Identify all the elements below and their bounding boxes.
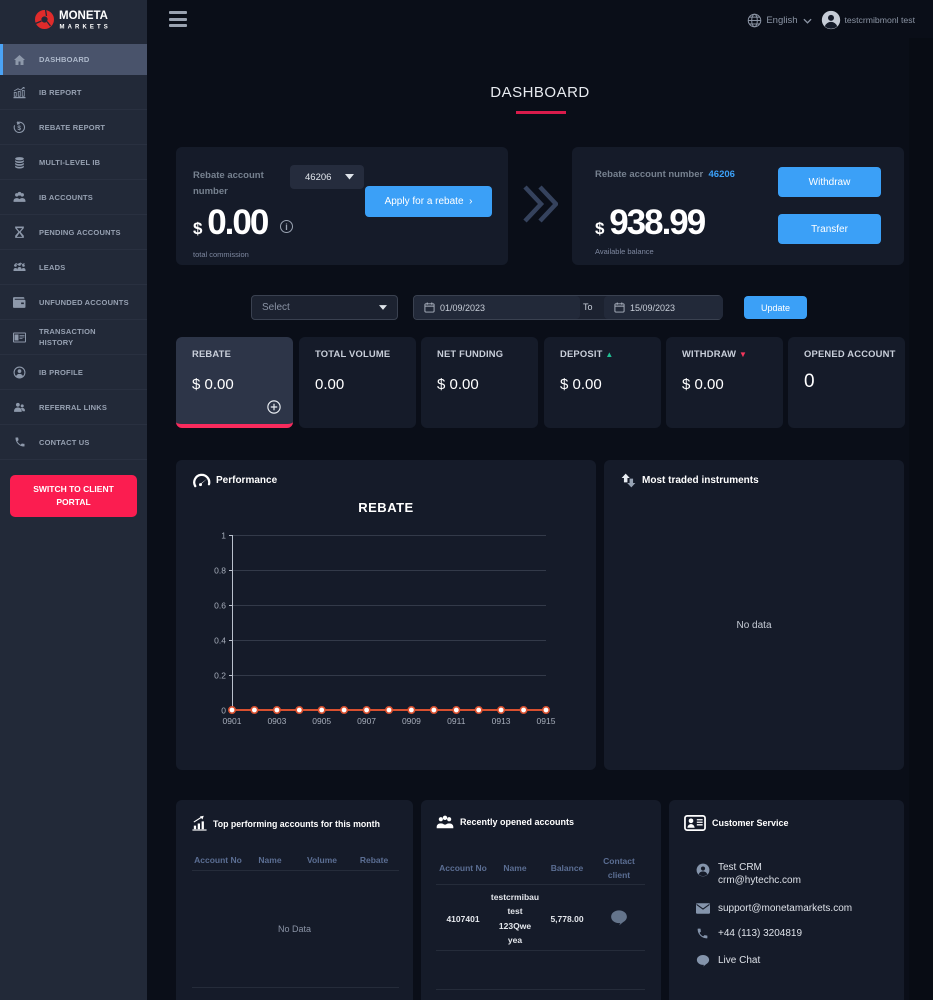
svg-text:0915: 0915 bbox=[537, 716, 556, 726]
svg-text:0913: 0913 bbox=[492, 716, 511, 726]
svg-text:0.2: 0.2 bbox=[214, 671, 226, 681]
svg-text:0.4: 0.4 bbox=[214, 636, 226, 646]
svg-text:1: 1 bbox=[221, 531, 226, 541]
svg-text:0.8: 0.8 bbox=[214, 566, 226, 576]
svg-text:0911: 0911 bbox=[447, 716, 466, 726]
svg-text:MARKETS: MARKETS bbox=[60, 25, 111, 31]
svg-text:0901: 0901 bbox=[223, 716, 242, 726]
svg-text:0.6: 0.6 bbox=[214, 601, 226, 611]
svg-text:0905: 0905 bbox=[312, 716, 331, 726]
svg-text:0: 0 bbox=[221, 706, 226, 716]
svg-text:0903: 0903 bbox=[267, 716, 286, 726]
svg-text:$: $ bbox=[17, 124, 21, 131]
svg-text:0909: 0909 bbox=[402, 716, 421, 726]
svg-text:MONETA: MONETA bbox=[59, 10, 108, 22]
svg-text:0907: 0907 bbox=[357, 716, 376, 726]
